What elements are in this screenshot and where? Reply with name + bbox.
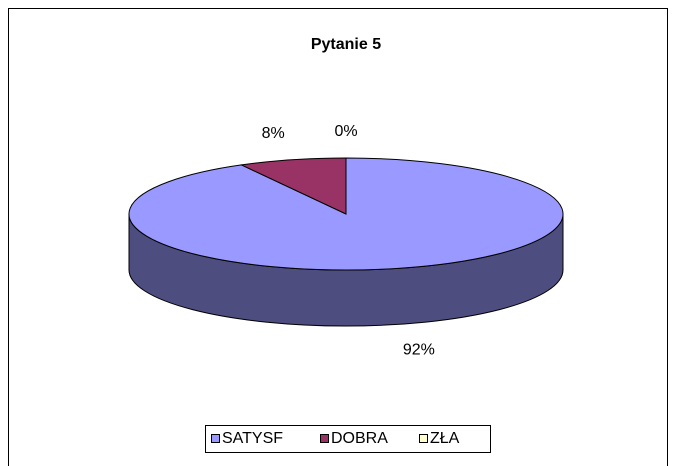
chart-title: Pytanie 5 (311, 36, 381, 53)
chart-frame (8, 8, 668, 466)
legend-label: DOBRA (331, 430, 388, 447)
data-label: 92% (403, 341, 435, 358)
pie (128, 157, 564, 327)
legend-box (205, 425, 491, 453)
legend-label: SATYSF (222, 430, 283, 447)
data-label: 0% (334, 123, 357, 140)
data-label: 8% (262, 125, 285, 142)
legend-swatch (211, 434, 220, 443)
legend-swatch (419, 434, 428, 443)
pie-slice (239, 157, 347, 215)
legend-label: ZŁA (430, 430, 460, 447)
legend-swatch (320, 434, 329, 443)
